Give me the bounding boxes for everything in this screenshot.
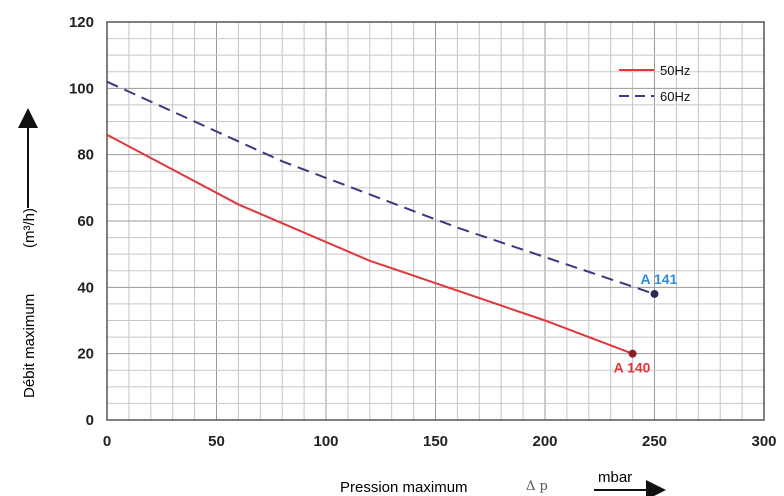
x-tick-label: 200 <box>532 433 557 450</box>
y-axis-unit: (m³/h) <box>21 208 38 248</box>
legend: 50Hz 60Hz <box>619 63 690 104</box>
y-tick-label: 80 <box>77 147 94 164</box>
y-tick-label: 100 <box>69 80 94 97</box>
y-tick-label: 60 <box>77 213 94 230</box>
x-tick-label: 250 <box>642 433 667 450</box>
y-axis-title: Débit maximum <box>21 294 38 398</box>
annotations: A 140 A 141 <box>614 271 678 376</box>
x-tick-label: 150 <box>423 433 448 450</box>
y-tick-label: 120 <box>69 14 94 31</box>
grid <box>106 21 765 421</box>
endpoint-marker <box>628 349 637 358</box>
y-tick-label: 20 <box>77 346 94 363</box>
series-line-60hz <box>106 80 655 295</box>
legend-label-50hz: 50Hz <box>660 63 690 78</box>
series-line-50hz <box>106 133 633 355</box>
y-tick-label: 0 <box>86 412 94 429</box>
x-axis-unit: mbar <box>598 469 632 486</box>
x-tick-label: 300 <box>751 433 776 450</box>
tick-labels: 0 50 100 150 200 250 300 0 20 40 60 80 100 120 <box>69 14 777 450</box>
x-tick-label: 50 <box>208 433 225 450</box>
x-tick-label: 100 <box>313 433 338 450</box>
endpoint-marker <box>650 289 659 298</box>
annotation-label: A 141 <box>641 271 678 287</box>
x-tick-label: 0 <box>103 433 111 450</box>
y-tick-label: 40 <box>77 279 94 296</box>
x-axis-title: Pression maximum <box>340 479 468 496</box>
annotation-label: A 140 <box>614 360 651 376</box>
series-layer <box>106 80 655 355</box>
legend-label-60hz: 60Hz <box>660 89 690 104</box>
x-axis-symbol: Δ p <box>526 479 548 494</box>
plot-frame <box>106 21 765 421</box>
